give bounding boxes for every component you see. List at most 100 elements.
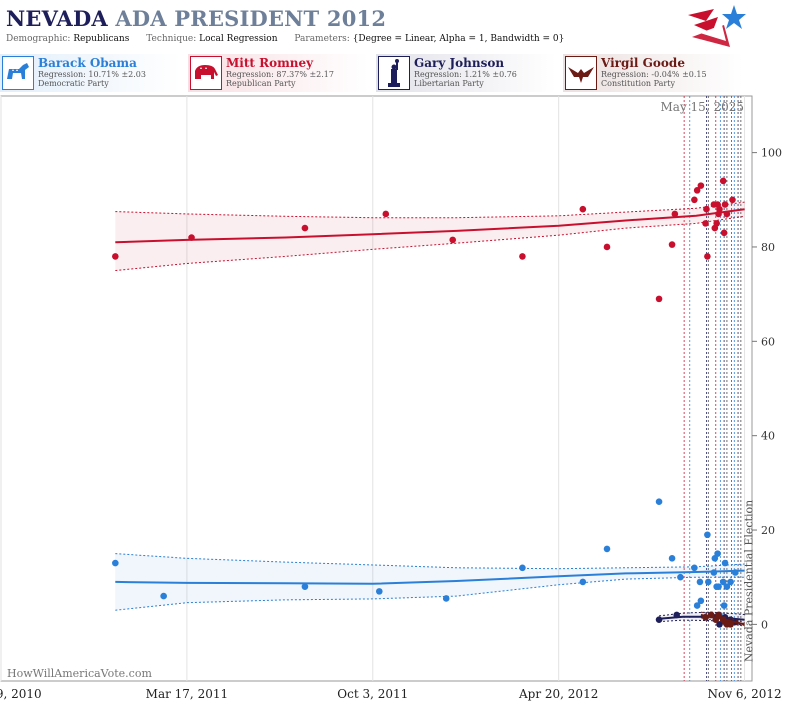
data-point — [716, 205, 723, 213]
candidate-party: Republican Party — [226, 79, 296, 88]
candidate-regression: Regression: 1.21% ±0.76 — [414, 70, 517, 79]
data-point — [727, 621, 734, 628]
data-point — [715, 611, 722, 619]
band-lower-line — [115, 576, 745, 611]
data-point — [719, 177, 727, 185]
band-upper-line — [115, 553, 745, 570]
site-logo-icon[interactable] — [684, 3, 750, 51]
candidate-name: Gary Johnson — [414, 56, 505, 70]
data-point — [693, 602, 701, 609]
candidate-name: Virgil Goode — [601, 56, 685, 70]
data-point — [519, 253, 526, 260]
technique-value: Local Regression — [199, 34, 278, 44]
data-point — [671, 210, 679, 218]
chart-title: NEVADA ADA PRESIDENT 2012 — [6, 6, 386, 31]
demographic-label: Demographic: — [6, 34, 71, 44]
candidate-party: Constitution Party — [601, 79, 675, 88]
data-point — [697, 597, 705, 605]
band-upper-line — [115, 201, 745, 219]
data-point — [721, 201, 729, 208]
data-point — [729, 196, 736, 204]
watermark-text: HowWillAmericaVote.com — [7, 667, 152, 680]
donkey-icon — [2, 56, 34, 90]
eagle-icon — [565, 56, 597, 90]
data-point — [673, 611, 681, 619]
data-point — [723, 583, 731, 590]
technique-label: Technique: — [146, 34, 197, 44]
confidence-band — [115, 202, 745, 271]
data-point — [705, 578, 712, 586]
data-point — [112, 559, 119, 567]
data-point — [714, 550, 721, 557]
data-point — [691, 196, 698, 204]
data-point — [691, 564, 698, 572]
race-name: ADA PRESIDENT 2012 — [115, 6, 387, 31]
data-point — [716, 621, 723, 628]
data-point — [160, 592, 167, 600]
statue-of-liberty-icon — [378, 56, 410, 90]
x-tick-label: Mar 17, 2011 — [146, 687, 228, 701]
date-stamp: May 15, 2025 — [661, 100, 744, 114]
data-point — [382, 210, 390, 218]
trend-line — [115, 569, 745, 585]
data-point — [442, 595, 450, 602]
y-tick-label: 0 — [761, 618, 768, 631]
data-point — [704, 531, 711, 539]
candidate-regression: Regression: -0.04% ±0.15 — [601, 70, 707, 79]
data-point — [655, 498, 663, 506]
candidate-card-romney[interactable]: Mitt Romney Regression: 87.37% ±2.17 Rep… — [188, 54, 368, 92]
data-point — [668, 555, 676, 562]
data-point — [603, 545, 611, 553]
data-point — [713, 220, 720, 227]
data-point — [519, 564, 526, 572]
y-tick-label: 100 — [761, 147, 782, 160]
parameters-value: {Degree = Linear, Alpha = 1, Bandwidth =… — [352, 34, 565, 44]
data-point — [696, 578, 704, 586]
data-point — [731, 569, 739, 576]
candidate-cards: Barack Obama Regression: 10.71% ±2.03 De… — [0, 54, 789, 94]
data-point — [723, 210, 731, 218]
data-point — [449, 236, 457, 244]
data-point — [715, 583, 722, 590]
data-point — [655, 616, 663, 623]
candidate-party: Democratic Party — [38, 79, 109, 88]
band-upper-line — [700, 611, 745, 623]
parameters-line: Demographic: Republicans Technique: Loca… — [6, 34, 578, 44]
x-tick-label: Apr 20, 2012 — [518, 687, 598, 701]
data-point — [301, 224, 309, 232]
y-tick-label: 40 — [761, 430, 775, 443]
data-point — [188, 234, 195, 241]
data-point — [677, 573, 684, 581]
data-point — [693, 187, 701, 194]
data-point — [603, 243, 611, 251]
data-point — [710, 569, 718, 576]
candidate-party: Libertarian Party — [414, 79, 484, 88]
candidate-card-obama[interactable]: Barack Obama Regression: 10.71% ±2.03 De… — [0, 54, 180, 92]
data-point — [720, 602, 728, 609]
data-point — [707, 611, 715, 619]
data-point — [704, 253, 711, 260]
elephant-icon — [190, 56, 222, 90]
y-tick-label: 80 — [761, 241, 775, 254]
data-point — [702, 220, 709, 227]
data-point — [668, 241, 676, 248]
candidate-name: Barack Obama — [38, 56, 137, 70]
data-point — [703, 205, 710, 213]
data-point — [721, 559, 729, 567]
data-point — [301, 583, 309, 590]
data-point — [719, 578, 727, 586]
x-tick-label: Oct 3, 2011 — [337, 687, 408, 701]
candidate-card-johnson[interactable]: Gary Johnson Regression: 1.21% ±0.76 Lib… — [376, 54, 556, 92]
candidate-card-goode[interactable]: Virgil Goode Regression: -0.04% ±0.15 Co… — [563, 54, 743, 92]
parameters-label: Parameters: — [294, 34, 350, 44]
band-lower-line — [115, 215, 745, 272]
data-point — [579, 578, 587, 586]
y-tick-label: 60 — [761, 335, 775, 348]
trend-line — [115, 208, 745, 244]
data-point — [579, 205, 587, 213]
data-point — [375, 588, 383, 595]
x-tick-label: Nov 6, 2012 — [708, 687, 782, 701]
x-tick-label: Aug 29, 2010 — [0, 687, 42, 701]
data-point — [702, 614, 709, 621]
